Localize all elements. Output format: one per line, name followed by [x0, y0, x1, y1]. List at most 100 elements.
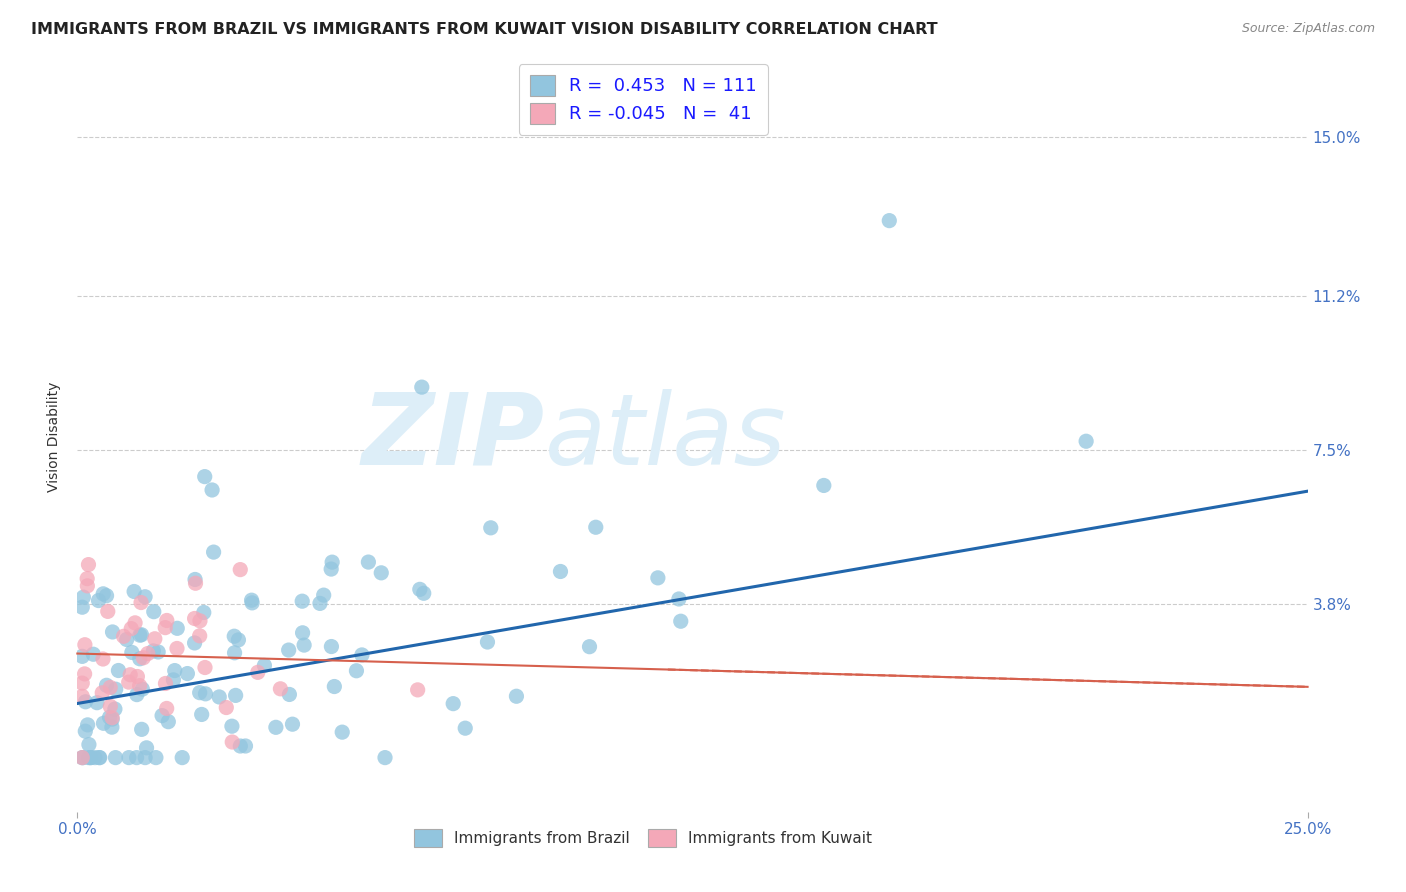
- Point: [104, 750, 127, 764]
- Point: [70, 600, 93, 615]
- Point: [155, 621, 177, 635]
- Point: [129, 595, 152, 609]
- Point: [150, 708, 173, 723]
- Point: [77, 738, 100, 752]
- Point: [221, 735, 243, 749]
- Point: [292, 638, 315, 652]
- Point: [309, 596, 332, 610]
- Point: [321, 640, 343, 654]
- Point: [91, 686, 114, 700]
- Point: [128, 679, 150, 693]
- Point: [70, 750, 93, 764]
- Point: [98, 710, 121, 724]
- Point: [75, 724, 97, 739]
- Point: [91, 652, 114, 666]
- Point: [122, 584, 145, 599]
- Point: [76, 572, 98, 586]
- Point: [190, 707, 212, 722]
- Point: [72, 590, 94, 604]
- Point: [120, 667, 142, 681]
- Point: [281, 717, 304, 731]
- Point: [409, 582, 432, 597]
- Point: [70, 690, 93, 704]
- Point: [101, 712, 124, 726]
- Point: [441, 697, 464, 711]
- Point: [668, 592, 690, 607]
- Point: [184, 573, 207, 587]
- Point: [136, 647, 159, 661]
- Point: [127, 669, 149, 683]
- Point: [228, 632, 250, 647]
- Point: [86, 696, 108, 710]
- Point: [118, 675, 141, 690]
- Point: [225, 689, 247, 703]
- Point: [166, 641, 188, 656]
- Point: [240, 593, 263, 607]
- Point: [98, 699, 121, 714]
- Point: [162, 673, 184, 687]
- Text: ZIP: ZIP: [361, 389, 546, 485]
- Point: [454, 721, 477, 735]
- Point: [269, 681, 291, 696]
- Point: [79, 750, 101, 764]
- Point: [72, 750, 94, 764]
- Point: [70, 676, 93, 690]
- Point: [163, 664, 186, 678]
- Point: [291, 594, 314, 608]
- Point: [101, 711, 124, 725]
- Point: [131, 723, 153, 737]
- Point: [188, 629, 211, 643]
- Point: [411, 380, 433, 394]
- Point: [101, 720, 124, 734]
- Point: [330, 725, 353, 739]
- Point: [374, 750, 396, 764]
- Point: [96, 678, 118, 692]
- Point: [76, 718, 98, 732]
- Point: [101, 624, 124, 639]
- Point: [89, 750, 111, 764]
- Point: [134, 590, 156, 604]
- Point: [406, 682, 429, 697]
- Point: [120, 622, 142, 636]
- Point: [188, 686, 211, 700]
- Point: [156, 614, 179, 628]
- Point: [125, 750, 148, 764]
- Point: [194, 687, 217, 701]
- Point: [194, 469, 217, 483]
- Point: [221, 719, 243, 733]
- Point: [224, 646, 246, 660]
- Point: [669, 614, 692, 628]
- Point: [112, 629, 135, 643]
- Point: [479, 521, 502, 535]
- Point: [142, 644, 165, 658]
- Point: [224, 629, 246, 643]
- Text: Source: ZipAtlas.com: Source: ZipAtlas.com: [1241, 22, 1375, 36]
- Point: [813, 478, 835, 492]
- Point: [412, 586, 434, 600]
- Point: [104, 682, 127, 697]
- Point: [89, 750, 111, 764]
- Point: [357, 555, 380, 569]
- Point: [96, 589, 118, 603]
- Point: [79, 750, 101, 764]
- Point: [321, 555, 343, 569]
- Point: [121, 645, 143, 659]
- Point: [142, 605, 165, 619]
- Point: [176, 666, 198, 681]
- Point: [323, 680, 346, 694]
- Point: [229, 739, 252, 753]
- Point: [208, 690, 231, 704]
- Point: [201, 483, 224, 497]
- Point: [77, 558, 100, 572]
- Point: [188, 614, 211, 628]
- Point: [585, 520, 607, 534]
- Point: [235, 739, 257, 753]
- Point: [91, 587, 114, 601]
- Point: [202, 545, 225, 559]
- Point: [145, 750, 167, 764]
- Point: [229, 563, 252, 577]
- Point: [505, 690, 527, 704]
- Point: [84, 750, 107, 764]
- Point: [312, 588, 335, 602]
- Point: [253, 658, 276, 673]
